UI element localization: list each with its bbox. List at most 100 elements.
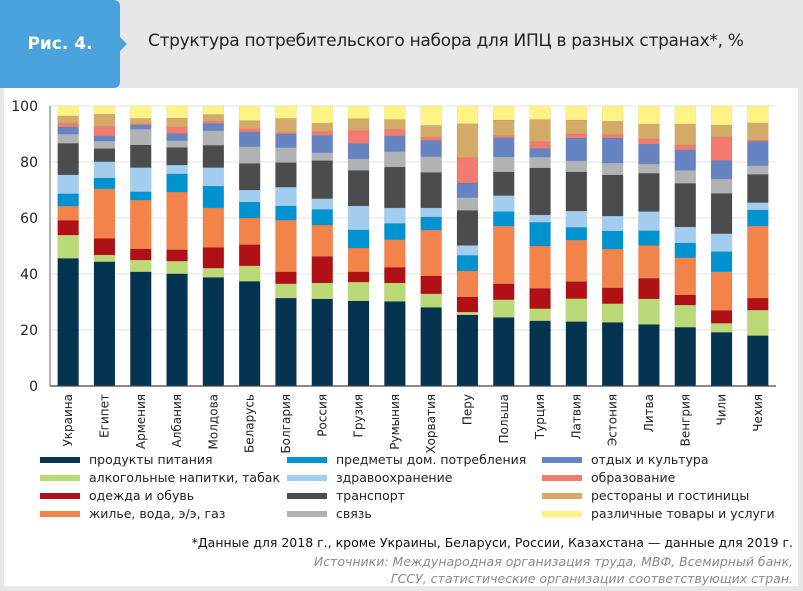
bar-stack	[202, 105, 225, 387]
figure-label-badge: Рис. 4.	[0, 0, 127, 88]
bar-segment	[384, 223, 406, 240]
bar-segment	[601, 137, 624, 164]
bar-segment	[384, 151, 406, 168]
bar-segment	[420, 140, 442, 157]
bar-segment	[166, 105, 188, 119]
bar-segment	[747, 335, 769, 387]
footnote: *Данные для 2018 г., кроме Украины, Бела…	[191, 535, 793, 550]
bar-segment	[565, 137, 588, 162]
bar-segment	[93, 148, 116, 162]
bar-segment	[130, 128, 152, 146]
bar-segment	[565, 119, 588, 135]
bar-segment	[565, 226, 588, 241]
bar-segment	[384, 135, 406, 152]
bar-segment	[529, 148, 551, 158]
bar-segment	[420, 293, 442, 308]
x-tick-label: Польша	[497, 394, 511, 443]
bar-segment	[638, 143, 660, 165]
bar-segment	[565, 298, 588, 322]
sources-note: Источники: Международная организация тру…	[314, 553, 793, 587]
legend-label: здравоохранение	[336, 470, 453, 485]
bar-segment	[565, 171, 588, 212]
bar-segment	[275, 186, 297, 207]
bar-segment	[710, 105, 733, 126]
bar-segment	[710, 233, 733, 252]
x-tick-label: Румыния	[388, 394, 402, 450]
y-tick-label: 60	[20, 211, 38, 227]
bar-segment	[93, 261, 116, 387]
bar-segment	[638, 298, 660, 325]
bar-segment	[529, 167, 551, 216]
bar-segment	[275, 219, 297, 273]
x-tick-label: Чехия	[751, 394, 765, 432]
legend-swatch	[40, 510, 80, 517]
legend-swatch	[40, 456, 80, 463]
bar-segment	[202, 185, 225, 209]
legend-item: предметы дом. потребления	[287, 452, 526, 467]
bar-segment	[420, 207, 442, 218]
bar-segment	[529, 214, 551, 223]
legend-item: различные товары и услуги	[542, 506, 775, 521]
bar-segment	[384, 267, 406, 284]
bar-segment	[674, 304, 696, 328]
y-tick-labels: 0 20 40 60 80 100	[11, 99, 38, 395]
figure-header: Рис. 4. Структура потребительского набор…	[0, 0, 803, 88]
bar-segment	[275, 147, 297, 163]
bar-stack	[275, 105, 297, 387]
bar-segment	[93, 188, 116, 239]
bar-segment	[674, 149, 696, 171]
bar-segment	[93, 177, 116, 190]
bar-segment	[747, 309, 769, 336]
bar-segment	[384, 239, 406, 268]
stacked-bar-chart: 0 20 40 60 80 100 Украина Египет Армения Албания…	[11, 99, 776, 454]
bar-segment	[166, 140, 188, 148]
axes	[49, 106, 776, 387]
bar-segment	[166, 273, 188, 387]
bar-segment	[674, 144, 696, 150]
bar-segment	[565, 160, 588, 173]
bar-segment	[493, 225, 515, 285]
bar-segment	[529, 221, 551, 247]
legend-swatch	[40, 474, 80, 481]
bar-segment	[311, 298, 333, 387]
y-tick-label: 20	[20, 323, 38, 339]
bar-segment	[747, 141, 769, 166]
bar-segment	[674, 326, 696, 387]
bar-stack	[529, 105, 551, 387]
bar-segment	[57, 193, 79, 207]
bar-segment	[202, 130, 225, 146]
bar-stack	[601, 105, 624, 387]
legend-item: одежда и обувь	[40, 488, 194, 503]
bar-segment	[93, 135, 116, 142]
bar-segment	[747, 139, 769, 142]
bar-segment	[238, 131, 261, 147]
bar-segment	[311, 256, 333, 284]
bar-segment	[311, 224, 333, 257]
bar-segment	[57, 258, 79, 387]
bar-segment	[166, 133, 188, 141]
bar-segment	[311, 134, 333, 154]
legend-swatch	[40, 492, 80, 499]
bar-segment	[710, 331, 733, 387]
bar-segment	[493, 119, 515, 136]
bar-segment	[93, 140, 116, 149]
bar-segment	[166, 173, 188, 193]
bar-segment	[311, 198, 333, 210]
bar-segment	[238, 244, 261, 267]
legend-item: транспорт	[287, 488, 405, 503]
bar-segment	[456, 296, 479, 313]
bar-segment	[311, 122, 333, 132]
bar-segment	[601, 120, 624, 135]
bar-segment	[601, 248, 624, 288]
x-tick-label: Россия	[315, 394, 329, 437]
bar-segment	[166, 249, 188, 262]
bar-segment	[311, 209, 333, 226]
bar-segment	[57, 205, 79, 221]
bar-segment	[130, 118, 152, 124]
legend-label: связь	[336, 506, 372, 521]
bar-segment	[275, 162, 297, 188]
bar-segment	[202, 247, 225, 269]
bar-stack	[311, 105, 333, 387]
bar-segment	[347, 118, 370, 131]
bar-segment	[601, 134, 624, 139]
